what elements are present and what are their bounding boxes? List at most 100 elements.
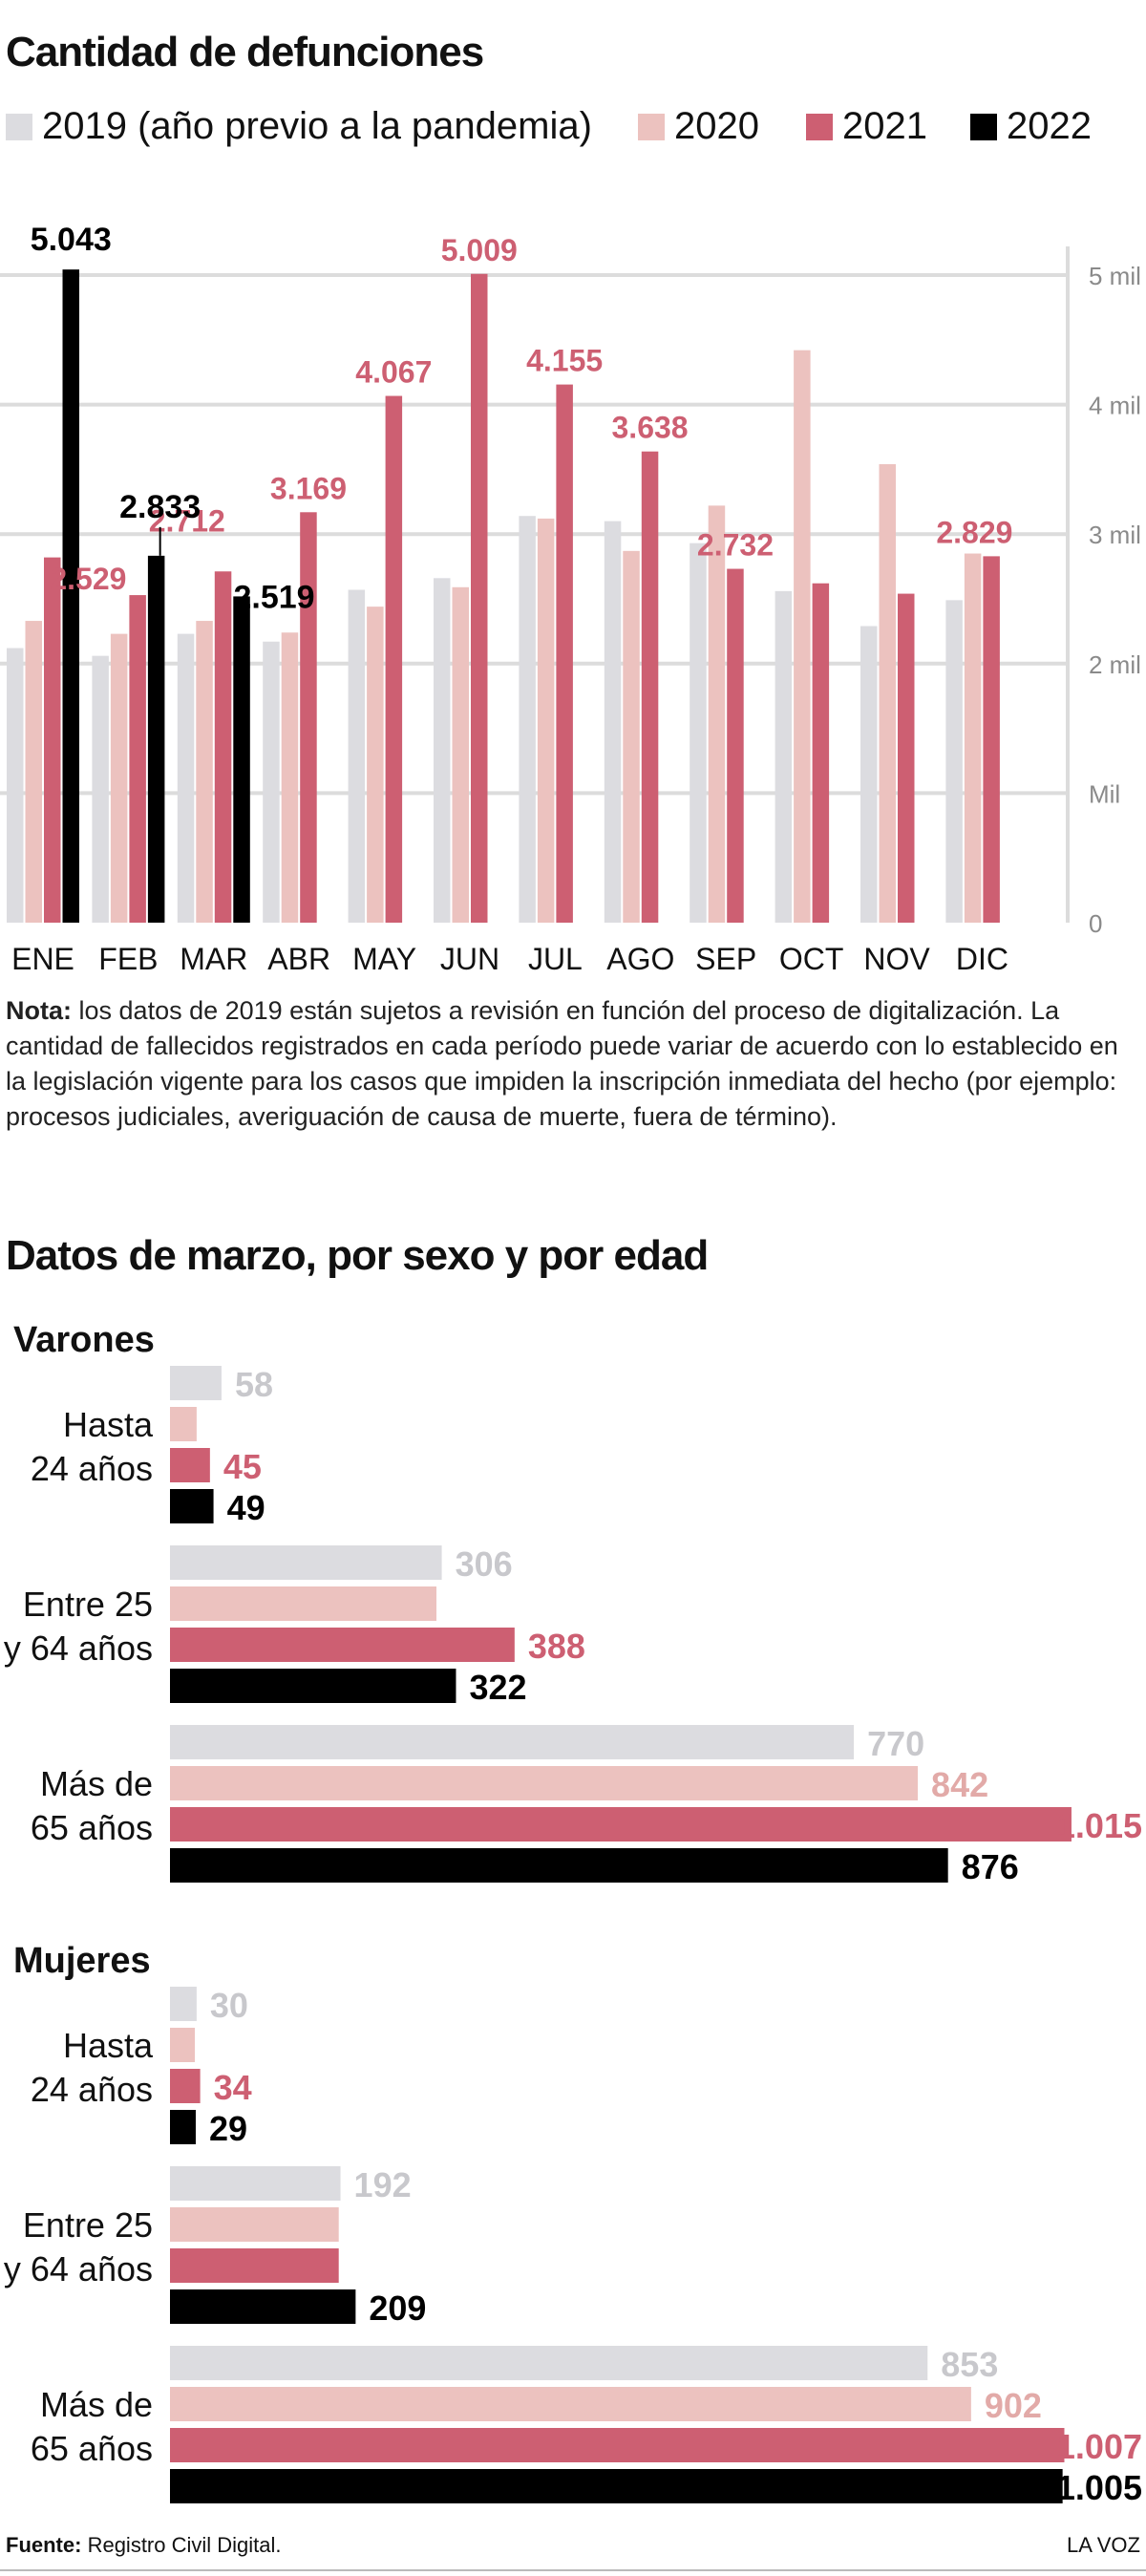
brand-logo: LA VOZ: [1066, 2533, 1140, 2557]
legend-item-2019: 2019 (año previo a la pandemia): [6, 105, 592, 148]
bar-2019: [860, 626, 878, 923]
bar-2022: [62, 269, 79, 923]
chart-note: Nota: los datos de 2019 están sujetos a …: [6, 993, 1142, 1135]
y-tick-label: 5 mil: [1089, 262, 1141, 290]
bar-2019: [177, 633, 195, 923]
hbar-2019: [170, 1366, 222, 1400]
legend-swatch-2019: [6, 114, 32, 140]
bar-2020: [879, 463, 896, 923]
bar-2020: [25, 621, 42, 923]
data-label-2021: 3.169: [270, 471, 347, 505]
hbar-2021: [170, 2069, 201, 2103]
hbar-value-2021: 1.007: [1056, 2427, 1142, 2466]
bar-2019: [604, 521, 622, 923]
y-tick-label: 4 mil: [1089, 392, 1141, 420]
age-group-label: Hasta: [63, 1405, 154, 1444]
age-group-label: Entre 25: [23, 1585, 153, 1624]
bar-2020: [623, 550, 640, 923]
hbar-value-2020: 842: [931, 1765, 988, 1804]
hbar-2022: [170, 1848, 948, 1883]
y-tick-label: 0: [1089, 909, 1102, 938]
monthly-deaths-chart: 0 Mil 2 mil 3 mil 4 mil 5 mil ENE FEB MAR ABR MAY J…: [0, 222, 1141, 976]
data-label-2022: 2.519: [234, 579, 315, 615]
source-footer: Fuente: Registro Civil Digital.: [6, 2533, 282, 2558]
chart-title: Cantidad de defunciones: [6, 29, 484, 75]
bar-2019: [690, 543, 707, 923]
hbar-2021: [170, 1448, 210, 1482]
bar-2021: [44, 557, 61, 923]
bar-2019: [434, 578, 451, 923]
hbar-2020: [170, 1407, 197, 1441]
bar-2020: [367, 607, 384, 923]
age-group-label: y 64 años: [4, 1629, 153, 1668]
data-label-2021: 3.638: [612, 411, 689, 445]
bar-2021: [812, 583, 830, 923]
age-group-label: Entre 25: [23, 2205, 153, 2245]
hbar-value-2022: 876: [962, 1847, 1019, 1886]
legend-label-2021: 2021: [842, 105, 927, 147]
y-tick-label: 2 mil: [1089, 650, 1141, 679]
hbar-2022: [170, 1489, 214, 1523]
bar-2021: [727, 568, 744, 923]
hbar-value-2019: 30: [210, 1986, 248, 2025]
hbar-2021: [170, 2428, 1065, 2462]
x-tick-label: JUN: [440, 942, 499, 976]
x-tick-label: MAY: [352, 942, 416, 976]
age-group-label: 65 años: [31, 2429, 153, 2468]
bar-2019: [348, 589, 366, 923]
bar-2019: [7, 648, 24, 923]
hbar-value-2022: 49: [227, 1488, 265, 1527]
hbar-2021: [170, 2248, 339, 2283]
data-label-2022: 2.833: [119, 489, 201, 525]
hbar-value-2021: 388: [528, 1627, 585, 1666]
x-tick-label: DIC: [956, 942, 1008, 976]
x-tick-label: ENE: [11, 942, 74, 976]
hbar-value-2022: 209: [369, 2289, 426, 2328]
bar-2022: [233, 596, 250, 923]
bar-2020: [708, 505, 726, 923]
bar-2021: [214, 571, 232, 923]
bar-2020: [537, 518, 555, 923]
bar-2019: [92, 655, 109, 923]
hbar-2020: [170, 1586, 436, 1621]
legend-swatch-2021: [806, 114, 833, 140]
legend-label-2020: 2020: [674, 105, 759, 147]
hbar-2020: [170, 2028, 196, 2062]
bar-2020: [110, 633, 128, 923]
bar-2021: [641, 451, 659, 923]
legend-item-2020: 2020: [638, 105, 759, 148]
legend-item-2022: 2022: [970, 105, 1092, 148]
note-text: los datos de 2019 están sujetos a revisi…: [6, 996, 1118, 1131]
bar-2020: [452, 586, 469, 923]
hbar-value-2022: 322: [469, 1668, 526, 1707]
hbar-2020: [170, 2387, 971, 2421]
hbar-value-2019: 58: [235, 1365, 273, 1404]
legend-label-2022: 2022: [1007, 105, 1092, 147]
data-label-2022: 5.043: [31, 222, 112, 258]
hbar-2022: [170, 2469, 1063, 2503]
hbar-2019: [170, 2346, 928, 2380]
bottom-divider: [0, 2569, 1146, 2571]
source-text: Registro Civil Digital.: [87, 2533, 282, 2557]
age-group-label: 24 años: [31, 2070, 153, 2109]
x-tick-label: OCT: [779, 942, 844, 976]
hbar-value-2020: 902: [985, 2386, 1042, 2425]
hbar-2021: [170, 1807, 1072, 1842]
legend-label-2019: 2019 (año previo a la pandemia): [42, 105, 592, 147]
x-tick-label: FEB: [98, 942, 158, 976]
data-label-2021: 2.829: [936, 515, 1012, 549]
hbar-value-2021: 34: [214, 2068, 252, 2107]
y-tick-label: 3 mil: [1089, 521, 1141, 549]
bar-2021: [129, 595, 146, 923]
x-tick-label: JUL: [528, 942, 583, 976]
hbar-2022: [170, 2110, 196, 2144]
age-group-label: Más de: [40, 2385, 153, 2424]
hbar-2019: [170, 2166, 341, 2201]
hbar-2021: [170, 1628, 515, 1662]
hbar-2019: [170, 1725, 855, 1759]
hbar-value-2022: 29: [209, 2109, 247, 2148]
bar-2021: [471, 273, 488, 923]
age-group-label: Hasta: [63, 2026, 154, 2065]
